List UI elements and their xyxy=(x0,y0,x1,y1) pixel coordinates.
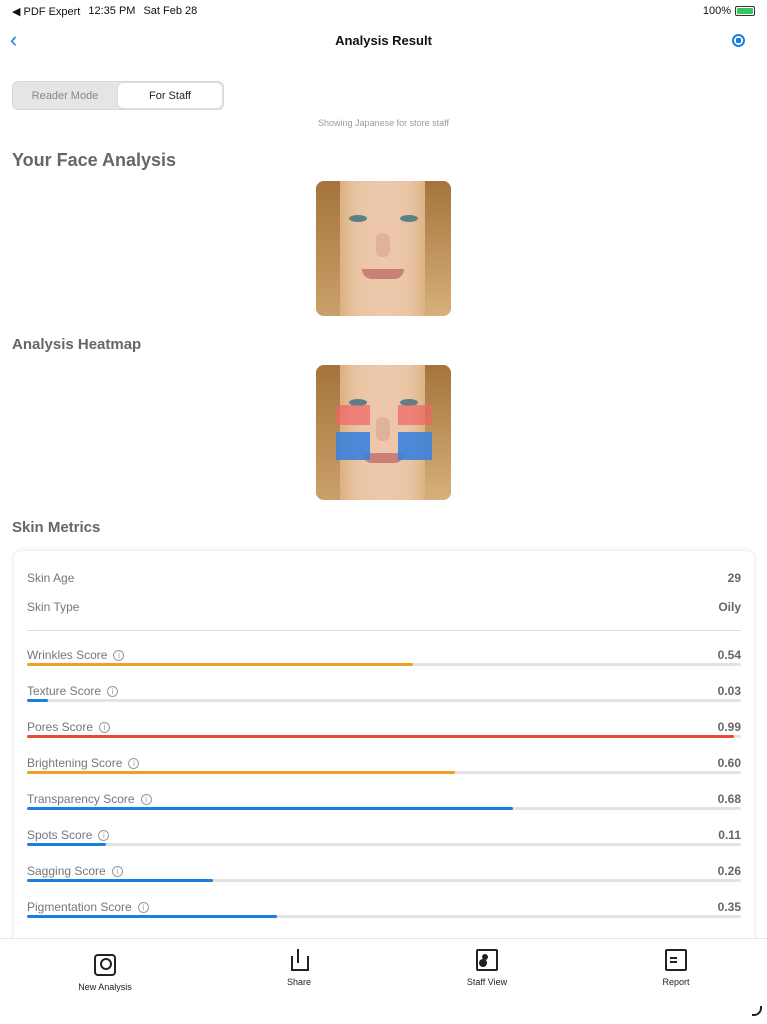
metric-label: Texture Score xyxy=(27,684,102,698)
metric-row: Texture Score i 0.03 xyxy=(27,684,741,720)
report-tab[interactable]: Report xyxy=(616,949,736,987)
info-icon[interactable]: i xyxy=(107,686,119,697)
skin-type-label: Skin Type xyxy=(27,600,80,614)
skin-age-label: Skin Age xyxy=(27,571,75,585)
reader-mode-tab[interactable]: Reader Mode xyxy=(31,89,99,102)
info-icon[interactable]: i xyxy=(113,650,125,661)
staff-view-icon xyxy=(476,949,498,971)
info-icon[interactable]: i xyxy=(111,866,123,877)
status-date: Sat Feb 28 xyxy=(143,5,198,17)
metric-row: Pores Score i 0.99 xyxy=(27,720,741,756)
info-icon[interactable]: i xyxy=(128,758,140,769)
metric-value: 0.11 xyxy=(718,828,741,842)
info-icon[interactable]: i xyxy=(98,830,110,841)
skin-type-value: Oily xyxy=(718,600,741,614)
metric-label-group: Sagging Score i xyxy=(27,864,123,878)
language-note: Showing Japanese for store staff xyxy=(318,118,449,128)
metric-value: 0.54 xyxy=(717,648,741,662)
metric-bar-track xyxy=(27,807,741,810)
metric-label: Brightening Score xyxy=(27,756,123,770)
skin-metrics-title: Skin Metrics xyxy=(12,519,101,536)
metric-row: Transparency Score i 0.68 xyxy=(27,792,741,828)
bottom-tab-bar: New Analysis Share Staff View Report xyxy=(0,938,767,1024)
back-chevron-icon[interactable]: ‹ xyxy=(10,27,18,52)
report-label: Report xyxy=(662,977,690,987)
metric-value: 0.99 xyxy=(717,720,741,734)
metric-value: 0.03 xyxy=(717,684,741,698)
metric-label: Sagging Score xyxy=(27,864,106,878)
share-label: Share xyxy=(286,977,312,987)
battery-icon xyxy=(735,6,755,16)
face-photo xyxy=(316,181,451,316)
metric-label-group: Brightening Score i xyxy=(27,756,140,770)
metric-bar-track xyxy=(27,771,741,774)
metric-bar-track xyxy=(27,735,741,738)
skin-age-row: Skin Age 29 xyxy=(27,571,741,589)
metric-bar-fill xyxy=(27,915,277,918)
metric-value: 0.60 xyxy=(717,756,741,770)
metric-label: Pigmentation Score xyxy=(27,900,132,914)
mode-toggle: Reader Mode For Staff xyxy=(12,81,224,110)
metric-label-group: Spots Score i xyxy=(27,828,110,842)
stop-icon[interactable] xyxy=(732,34,745,47)
metric-label: Pores Score xyxy=(27,720,94,734)
metric-value: 0.35 xyxy=(717,900,741,914)
metric-label-group: Wrinkles Score i xyxy=(27,648,125,662)
metrics-card: Skin Age 29 Skin Type Oily Wrinkles Scor… xyxy=(14,551,754,951)
metric-row: Pigmentation Score i 0.35 xyxy=(27,900,741,936)
share-tab[interactable]: Share xyxy=(239,949,359,987)
metric-bar-track xyxy=(27,843,741,846)
metric-bar-fill xyxy=(27,879,213,882)
page-title: Analysis Result xyxy=(335,33,432,48)
metric-bar-track xyxy=(27,915,741,918)
metric-bar-fill xyxy=(27,807,513,810)
staff-view-label: Staff View xyxy=(466,977,508,987)
metric-bar-track xyxy=(27,699,741,702)
metric-bar-fill xyxy=(27,663,413,666)
metric-bar-fill xyxy=(27,735,734,738)
nav-bar: ‹ Analysis Result xyxy=(0,24,767,58)
share-icon xyxy=(288,949,310,971)
heatmap-image xyxy=(316,365,451,500)
staff-view-tab[interactable]: Staff View xyxy=(427,949,547,987)
skin-type-row: Skin Type Oily xyxy=(27,600,741,618)
battery-percent: 100% xyxy=(702,5,731,17)
face-analysis-title: Your Face Analysis xyxy=(12,150,177,170)
metric-row: Spots Score i 0.11 xyxy=(27,828,741,864)
skin-age-value: 29 xyxy=(727,571,741,585)
loading-indicator xyxy=(752,1006,762,1016)
status-bar: ◀ PDF Expert 12:35 PM Sat Feb 28 ︎ 100% xyxy=(0,0,767,24)
metric-row: Wrinkles Score i 0.54 xyxy=(27,648,741,684)
metric-bar-fill xyxy=(27,771,456,774)
info-icon[interactable]: i xyxy=(140,794,152,805)
report-icon xyxy=(665,949,687,971)
metric-bar-track xyxy=(27,663,741,666)
new-analysis-tab[interactable]: New Analysis xyxy=(45,949,165,992)
metric-value: 0.26 xyxy=(717,864,741,878)
info-icon[interactable]: i xyxy=(137,902,149,913)
metric-row: Brightening Score i 0.60 xyxy=(27,756,741,792)
metric-row: Sagging Score i 0.26 xyxy=(27,864,741,900)
metric-label: Spots Score xyxy=(27,828,93,842)
heatmap-title: Analysis Heatmap xyxy=(12,336,142,353)
metric-bar-track xyxy=(27,879,741,882)
divider xyxy=(27,630,741,631)
metric-label-group: Pigmentation Score i xyxy=(27,900,149,914)
metric-value: 0.68 xyxy=(717,792,741,806)
status-time: 12:35 PM xyxy=(88,5,136,17)
metric-label-group: Transparency Score i xyxy=(27,792,152,806)
metric-label: Transparency Score xyxy=(27,792,135,806)
metric-bar-fill xyxy=(27,843,106,846)
new-analysis-label: New Analysis xyxy=(78,982,132,992)
for-staff-tab[interactable]: For Staff xyxy=(118,83,222,108)
status-app[interactable]: ◀ PDF Expert xyxy=(12,6,81,18)
metric-bar-fill xyxy=(27,699,49,702)
metric-label-group: Texture Score i xyxy=(27,684,119,698)
metric-label-group: Pores Score i xyxy=(27,720,111,734)
metric-label: Wrinkles Score xyxy=(27,648,108,662)
camera-icon xyxy=(94,954,116,976)
info-icon[interactable]: i xyxy=(99,722,111,733)
